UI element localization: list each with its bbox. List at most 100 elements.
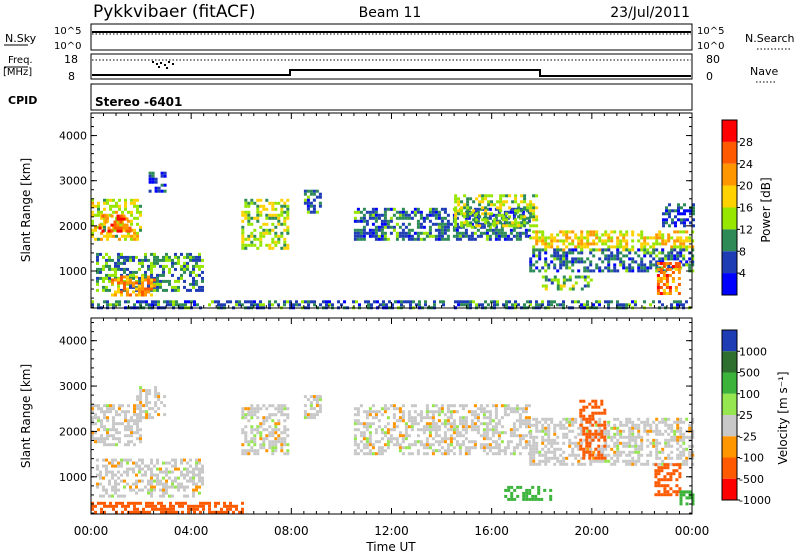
velocity-cell <box>365 413 369 417</box>
power-cell <box>562 284 566 288</box>
velocity-cell <box>482 446 486 450</box>
power-cell <box>470 234 474 238</box>
power-cell <box>619 245 623 249</box>
velocity-cell <box>524 410 528 414</box>
power-cell <box>192 282 195 286</box>
power-cell <box>138 276 141 280</box>
power-cell <box>646 242 650 246</box>
power-cell <box>535 224 539 228</box>
velocity-cell <box>133 501 136 505</box>
power-cell <box>538 269 542 273</box>
power-cell <box>102 279 105 283</box>
velocity-cell <box>145 401 149 405</box>
power-cell <box>244 237 248 241</box>
velocity-cell <box>126 461 129 465</box>
power-cell <box>144 252 147 256</box>
velocity-cell <box>652 438 656 442</box>
velocity-cell <box>401 437 405 441</box>
power-cell <box>183 261 186 265</box>
velocity-cell <box>672 463 676 467</box>
power-cell <box>416 219 420 223</box>
nave-tick-top: 80 <box>706 53 720 66</box>
velocity-cell <box>150 491 153 495</box>
power-cell <box>661 251 665 255</box>
velocity-cell <box>535 420 539 424</box>
power-cell <box>150 284 153 288</box>
velocity-cell <box>139 395 143 399</box>
velocity-cell <box>524 419 528 423</box>
power-cell <box>306 204 310 208</box>
power-cell <box>325 303 328 307</box>
power-cell <box>126 281 129 285</box>
power-ylabel: Slant Range [km] <box>19 158 33 262</box>
velocity-cell <box>507 485 511 489</box>
power-cell <box>404 210 408 214</box>
power-cell <box>659 268 663 271</box>
velocity-cell <box>431 422 435 426</box>
velocity-cell <box>154 395 158 399</box>
power-cell <box>589 248 593 252</box>
velocity-cell <box>655 447 659 451</box>
power-cell <box>283 216 287 220</box>
velocity-cell <box>175 501 178 505</box>
velocity-cell <box>646 429 650 433</box>
velocity-cell <box>541 441 545 445</box>
velocity-cell <box>666 490 670 494</box>
power-cell <box>571 300 574 304</box>
power-cell <box>497 237 501 241</box>
power-cell <box>306 195 310 199</box>
power-cell <box>446 219 450 223</box>
power-cell <box>138 279 141 283</box>
velocity-cell <box>676 438 680 442</box>
velocity-cell <box>413 416 417 420</box>
power-cell <box>120 252 123 256</box>
power-cell <box>601 233 605 237</box>
velocity-cell <box>440 404 444 408</box>
velocity-cell <box>286 416 290 420</box>
power-cell <box>99 276 102 280</box>
velocity-cell <box>139 428 142 432</box>
power-cell <box>96 282 99 286</box>
velocity-cell <box>312 398 316 402</box>
power-cell <box>136 198 139 202</box>
velocity-cell <box>229 504 232 508</box>
velocity-cell <box>559 447 563 451</box>
power-cell <box>106 303 109 307</box>
power-cell <box>304 300 307 304</box>
power-cell <box>662 224 665 228</box>
power-cell <box>484 221 488 225</box>
power-cell <box>132 255 135 259</box>
velocity-cell <box>150 470 153 474</box>
velocity-cell <box>138 479 141 483</box>
velocity-cell <box>669 475 673 479</box>
velocity-cell <box>180 473 183 477</box>
power-cell <box>130 237 133 241</box>
power-cell <box>117 285 120 289</box>
power-cell <box>141 261 144 265</box>
power-cell <box>172 303 175 307</box>
velocity-cell <box>666 484 670 488</box>
power-cell <box>171 288 174 292</box>
velocity-cell <box>667 423 671 427</box>
velocity-cell <box>527 443 531 447</box>
velocity-cell <box>277 434 281 438</box>
velocity-cell <box>389 434 393 438</box>
velocity-cell <box>634 438 638 442</box>
velocity-cell <box>247 443 251 447</box>
velocity-cell <box>658 432 662 436</box>
velocity-cell <box>180 458 183 462</box>
velocity-cell <box>529 423 533 427</box>
power-cell <box>129 293 132 297</box>
power-cell <box>643 248 647 252</box>
velocity-cell <box>598 447 602 451</box>
power-cell <box>165 264 168 268</box>
velocity-cell <box>509 452 513 456</box>
velocity-cell <box>591 453 595 457</box>
power-cell <box>274 300 277 304</box>
velocity-cell <box>392 428 396 432</box>
power-cell <box>104 214 108 218</box>
velocity-cell <box>262 443 266 447</box>
velocity-cell <box>607 459 611 463</box>
velocity-cell <box>108 479 111 483</box>
power-cell <box>139 300 142 304</box>
